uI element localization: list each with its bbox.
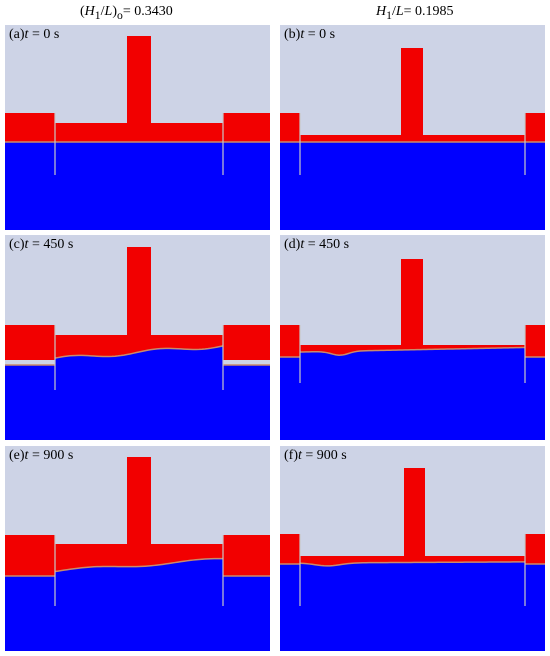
structure-chimney — [401, 259, 423, 346]
structure-chimney — [127, 247, 151, 336]
water-outer-right — [525, 142, 545, 230]
water-chamber — [300, 347, 525, 440]
water-outer-left — [5, 142, 55, 230]
structure-chimney — [127, 457, 151, 545]
structure-right-block — [525, 325, 545, 357]
structure-left-block — [280, 113, 300, 142]
structure-right-block — [525, 113, 545, 142]
structure-deck-air — [300, 135, 525, 142]
structure-deck-air — [55, 544, 223, 572]
structure-left-block — [280, 534, 300, 564]
structure-right-block — [223, 113, 270, 142]
panel-c-label: (c)t = 450 s — [9, 237, 74, 252]
panel-c: (c)t = 450 s — [5, 235, 270, 440]
panel-a: (a)t = 0 s — [5, 25, 270, 230]
panel-b-simulation — [280, 25, 545, 230]
water-outer-right — [525, 564, 545, 651]
structure-chimney — [404, 468, 425, 557]
water-outer-left — [280, 142, 300, 230]
panel-e: (e)t = 900 s — [5, 446, 270, 651]
structure-right-block — [223, 535, 270, 576]
structure-left-block — [5, 325, 55, 360]
water-chamber — [300, 142, 525, 230]
panel-e-simulation — [5, 446, 270, 651]
panel-f: (f)t = 900 s — [280, 446, 545, 651]
panel-f-label: (f)t = 900 s — [284, 448, 347, 463]
structure-left-block — [5, 535, 55, 576]
panel-d-simulation — [280, 235, 545, 440]
panel-b-label: (b)t = 0 s — [284, 27, 336, 42]
panel-b: (b)t = 0 s — [280, 25, 545, 230]
water-outer-left — [5, 365, 55, 440]
structure-deck-air — [55, 335, 223, 359]
panel-a-simulation — [5, 25, 270, 230]
panel-f-simulation — [280, 446, 545, 651]
water-outer-right — [223, 576, 270, 651]
water-chamber — [300, 561, 525, 651]
panel-e-label: (e)t = 900 s — [9, 448, 74, 463]
interface-chamber — [299, 346, 526, 356]
column-header-left: (H1/L)o= 0.3430 — [80, 4, 173, 22]
panel-c-simulation — [5, 235, 270, 440]
interface-chamber — [54, 345, 224, 359]
water-outer-right — [223, 365, 270, 440]
column-header-right: H1/L= 0.1985 — [376, 4, 454, 22]
water-outer-left — [280, 564, 300, 651]
water-outer-left — [280, 357, 300, 440]
structure-right-block — [525, 534, 545, 564]
water-chamber — [55, 558, 223, 651]
panel-a-label: (a)t = 0 s — [9, 27, 60, 42]
panel-d-label: (d)t = 450 s — [284, 237, 350, 252]
structure-deck-air — [55, 123, 223, 142]
water-chamber — [55, 345, 223, 440]
structure-deck-air — [300, 556, 525, 566]
structure-left-block — [5, 113, 55, 142]
interface-chamber — [299, 561, 526, 567]
water-outer-left — [5, 576, 55, 651]
structure-left-block — [280, 325, 300, 357]
panel-d: (d)t = 450 s — [280, 235, 545, 440]
interface-chamber — [54, 557, 224, 573]
water-chamber — [55, 142, 223, 230]
water-outer-right — [223, 142, 270, 230]
structure-chimney — [401, 48, 423, 136]
structure-deck-air — [300, 345, 525, 356]
structure-chimney — [127, 36, 151, 124]
water-outer-right — [525, 357, 545, 440]
structure-right-block — [223, 325, 270, 360]
